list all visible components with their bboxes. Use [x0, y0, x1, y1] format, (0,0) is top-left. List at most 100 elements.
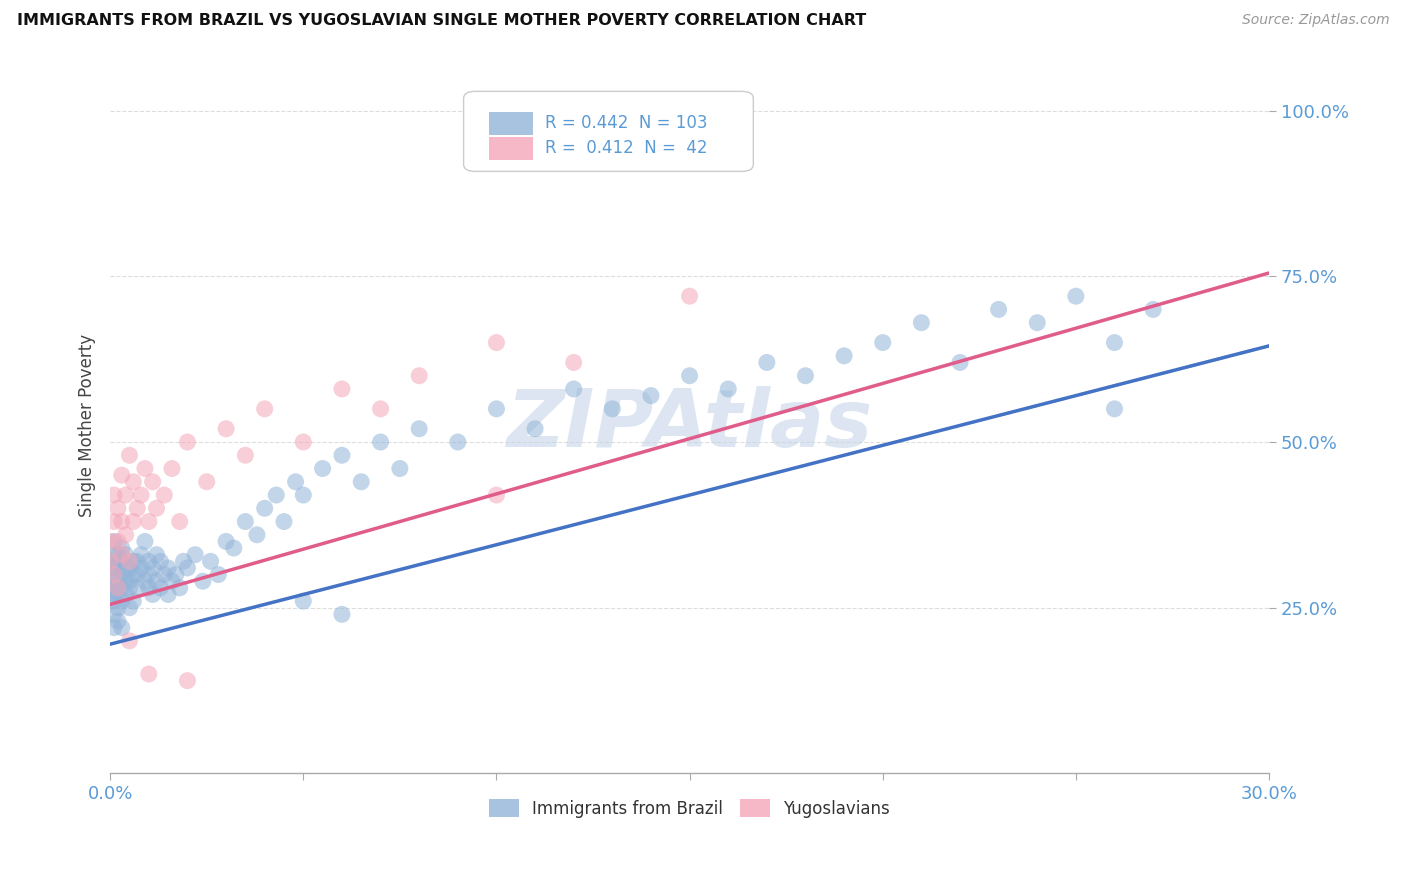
Point	[107, 614, 129, 628]
Point	[122, 554, 145, 568]
Point	[284, 475, 307, 489]
Point	[330, 382, 353, 396]
Point	[111, 548, 134, 562]
Point	[145, 548, 167, 562]
Point	[138, 515, 160, 529]
Point	[524, 422, 547, 436]
Point	[1104, 401, 1126, 416]
Point	[118, 561, 141, 575]
Point	[388, 461, 411, 475]
Point	[292, 435, 315, 450]
Point	[129, 561, 152, 575]
Point	[118, 448, 141, 462]
Point	[118, 633, 141, 648]
Point	[149, 554, 172, 568]
Point	[176, 673, 198, 688]
Point	[122, 567, 145, 582]
Point	[191, 574, 214, 589]
Point	[602, 401, 624, 416]
Point	[200, 554, 222, 568]
Point	[755, 355, 778, 369]
Point	[111, 515, 134, 529]
Point	[107, 574, 129, 589]
Point	[169, 581, 191, 595]
Point	[370, 401, 392, 416]
Point	[103, 554, 125, 568]
Point	[134, 574, 156, 589]
Text: Source: ZipAtlas.com: Source: ZipAtlas.com	[1241, 13, 1389, 28]
Point	[103, 567, 125, 582]
Point	[127, 554, 149, 568]
Point	[717, 382, 740, 396]
Point	[1064, 289, 1087, 303]
Point	[370, 435, 392, 450]
Point	[987, 302, 1010, 317]
Point	[872, 335, 894, 350]
Point	[114, 574, 136, 589]
Point	[910, 316, 932, 330]
FancyBboxPatch shape	[464, 91, 754, 171]
Point	[330, 448, 353, 462]
Point	[138, 667, 160, 681]
Point	[127, 581, 149, 595]
Point	[408, 422, 430, 436]
Text: IMMIGRANTS FROM BRAZIL VS YUGOSLAVIAN SINGLE MOTHER POVERTY CORRELATION CHART: IMMIGRANTS FROM BRAZIL VS YUGOSLAVIAN SI…	[17, 13, 866, 29]
Point	[207, 567, 229, 582]
Point	[107, 501, 129, 516]
Point	[142, 587, 165, 601]
Point	[562, 355, 585, 369]
Point	[122, 594, 145, 608]
Point	[103, 567, 125, 582]
Point	[127, 501, 149, 516]
Point	[215, 422, 238, 436]
Point	[408, 368, 430, 383]
Point	[122, 475, 145, 489]
Point	[122, 515, 145, 529]
Point	[138, 554, 160, 568]
Point	[103, 515, 125, 529]
Point	[98, 574, 121, 589]
Bar	[489, 112, 533, 135]
Point	[264, 488, 287, 502]
Point	[794, 368, 817, 383]
Point	[253, 501, 276, 516]
Point	[98, 534, 121, 549]
Point	[111, 468, 134, 483]
Point	[292, 488, 315, 502]
Legend: Immigrants from Brazil, Yugoslavians: Immigrants from Brazil, Yugoslavians	[482, 793, 897, 824]
Point	[103, 607, 125, 622]
Point	[114, 488, 136, 502]
Point	[485, 488, 508, 502]
Point	[153, 567, 176, 582]
Point	[1104, 335, 1126, 350]
Text: ZIPAtlas: ZIPAtlas	[506, 386, 873, 465]
Point	[129, 488, 152, 502]
Point	[142, 475, 165, 489]
Point	[447, 435, 470, 450]
Point	[98, 554, 121, 568]
Point	[107, 581, 129, 595]
Point	[485, 123, 508, 137]
Point	[160, 461, 183, 475]
Point	[485, 401, 508, 416]
Point	[678, 289, 700, 303]
Point	[562, 382, 585, 396]
Point	[103, 488, 125, 502]
Point	[292, 594, 315, 608]
Point	[350, 475, 373, 489]
Text: R =  0.412  N =  42: R = 0.412 N = 42	[544, 139, 707, 157]
Y-axis label: Single Mother Poverty: Single Mother Poverty	[79, 334, 96, 517]
Point	[485, 335, 508, 350]
Point	[169, 515, 191, 529]
Point	[173, 554, 195, 568]
Point	[157, 587, 180, 601]
Point	[165, 567, 187, 582]
Point	[111, 541, 134, 555]
Point	[153, 488, 176, 502]
Point	[118, 574, 141, 589]
Point	[111, 567, 134, 582]
Point	[235, 515, 257, 529]
Point	[107, 561, 129, 575]
Point	[1142, 302, 1164, 317]
Point	[160, 574, 183, 589]
